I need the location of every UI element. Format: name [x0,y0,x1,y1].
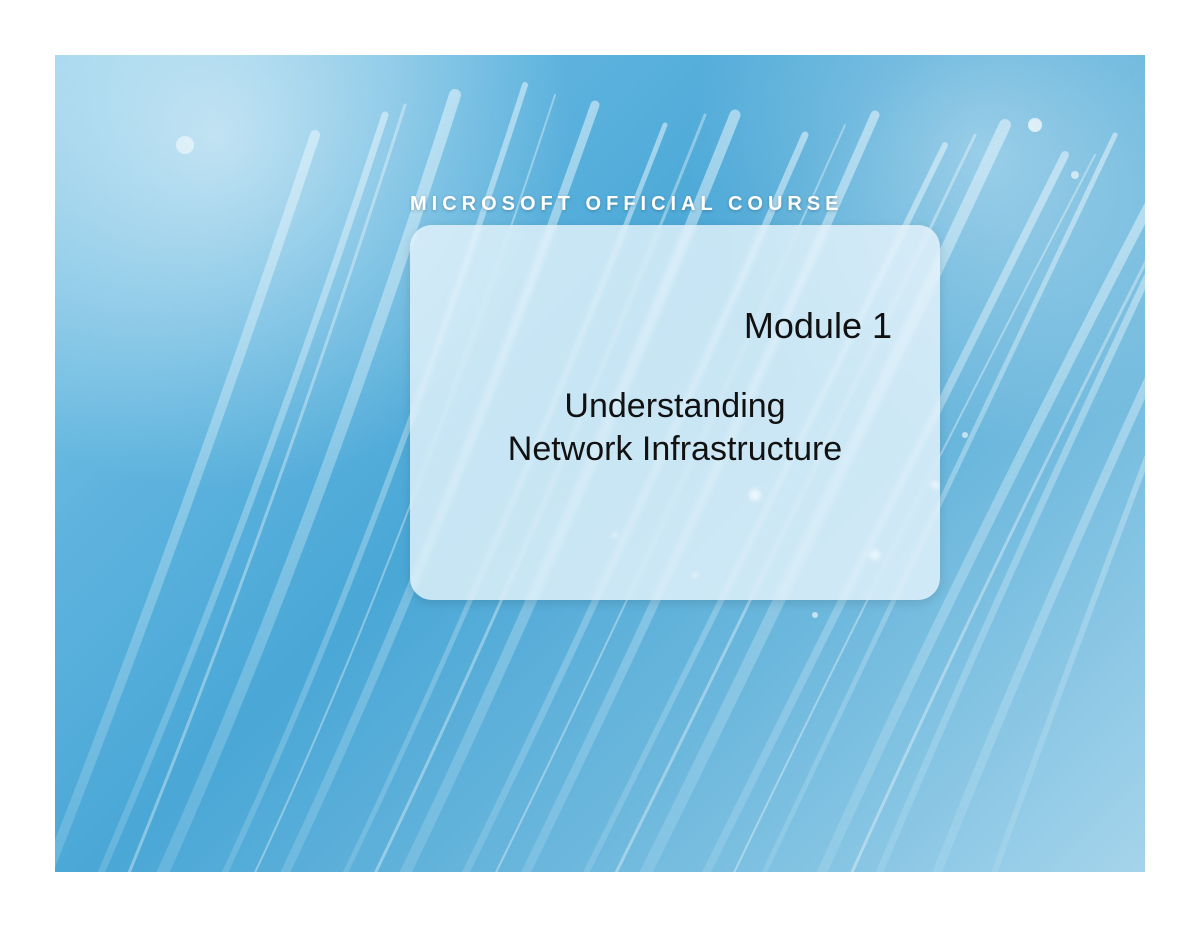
module-title: Module 1 [410,305,892,347]
module-subtitle: Understanding Network Infrastructure [410,385,940,470]
title-card: Module 1 Understanding Network Infrastru… [410,225,940,600]
course-header-label: MICROSOFT OFFICIAL COURSE [410,193,844,216]
slide-background: MICROSOFT OFFICIAL COURSE Module 1 Under… [55,55,1145,872]
